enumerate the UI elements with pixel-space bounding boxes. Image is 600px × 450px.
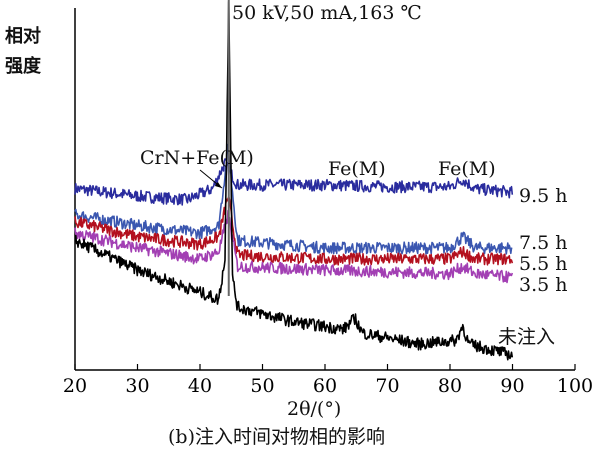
series-label-9-5h: 9.5 h: [519, 185, 568, 207]
series-label-3-5h: 3.5 h: [519, 274, 568, 296]
y-axis-label-line2: 强度: [5, 56, 41, 77]
x-tick-label: 70: [375, 375, 399, 397]
y-axis-label-line1: 相对: [5, 26, 41, 47]
x-tick-label: 50: [250, 375, 274, 397]
series-line-55h: [74, 196, 514, 266]
series-line-95h: [74, 158, 514, 206]
annotation-fe-65: Fe(M): [328, 158, 386, 180]
chart-caption: (b)注入时间对物相的影响: [168, 426, 385, 448]
series-line-未注入: [74, 0, 514, 361]
x-tick-label: 80: [438, 375, 462, 397]
x-tick-label: 100: [557, 375, 593, 397]
series-label-untreated: 未注入: [498, 326, 556, 348]
x-axis-label: 2θ/(°): [287, 398, 342, 420]
series-line-75h: [74, 143, 513, 255]
series-line-35h: [74, 209, 514, 284]
annotation-fe-82: Fe(M): [438, 158, 496, 180]
x-tick-label: 90: [500, 375, 524, 397]
annotation-crn-fe: CrN+Fe(M): [140, 147, 254, 169]
chart-title: 50 kV,50 mA,163 ℃: [232, 2, 422, 24]
series-label-5-5h: 5.5 h: [519, 253, 568, 275]
arrowhead: [214, 182, 222, 188]
x-tick-label: 30: [125, 375, 149, 397]
x-tick-label: 40: [188, 375, 212, 397]
x-tick-label: 20: [63, 375, 87, 397]
x-tick-label: 60: [313, 375, 337, 397]
series-label-7-5h: 7.5 h: [519, 232, 568, 254]
